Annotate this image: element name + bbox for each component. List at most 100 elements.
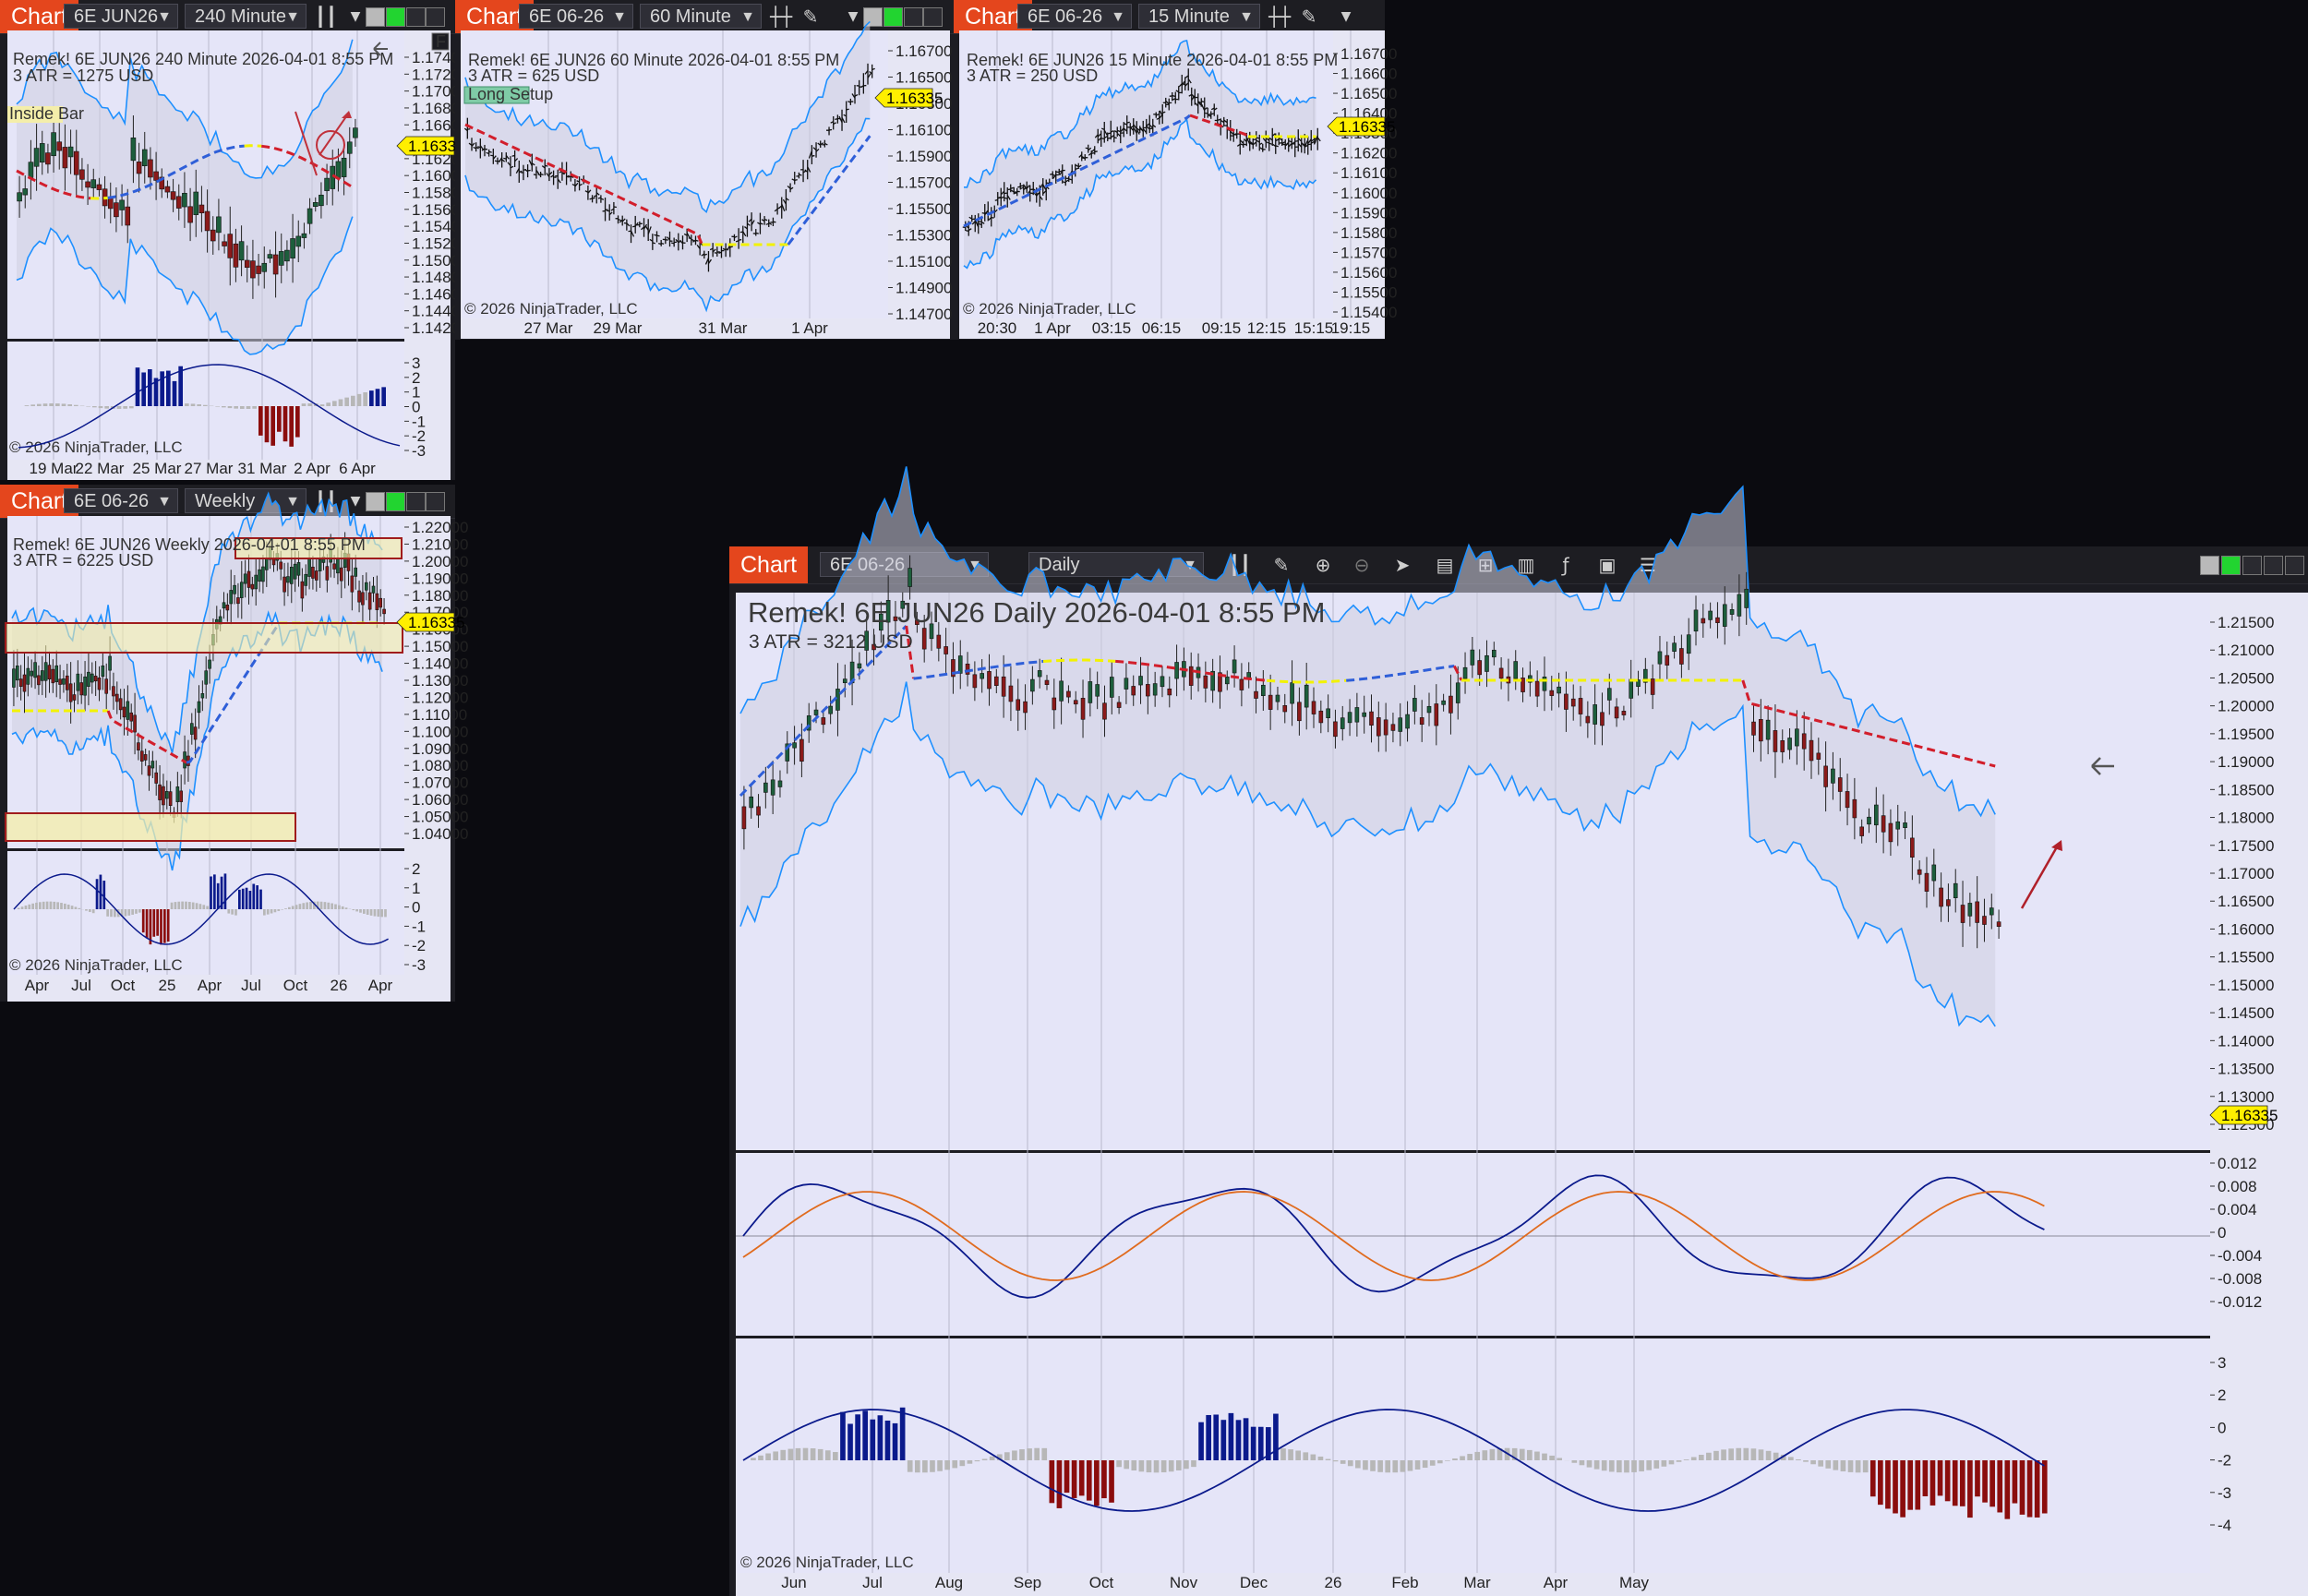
dropdown-arrow-icon[interactable]: ▼ [1340, 9, 1352, 24]
macd-panel[interactable] [736, 1153, 2210, 1336]
oscD-bar [1803, 1460, 1809, 1462]
zoom-in-icon[interactable]: ⊕ [1315, 554, 1331, 576]
drawing-tool-icon[interactable]: ✎ [1301, 6, 1317, 28]
candlestick-style-icon[interactable]: ┃┃ [314, 6, 338, 28]
oscillator-panel[interactable] [7, 342, 404, 460]
link-grey-button[interactable] [2200, 556, 2219, 575]
price-axis[interactable] [404, 516, 451, 975]
strategies-icon[interactable]: ƒ [1562, 554, 1569, 576]
bar15-open [1040, 183, 1044, 189]
oscW-bar [216, 882, 220, 909]
band-upper [739, 466, 1996, 818]
interval-selector[interactable]: 15 Minute ▼ [1138, 4, 1260, 29]
barW-candle [279, 561, 283, 570]
instrument-selector[interactable]: 6E 06-26 ▼ [64, 488, 178, 513]
link-green-button[interactable] [386, 492, 405, 511]
oscD-bar [1019, 1449, 1025, 1460]
y-tick-label: -2 [412, 937, 426, 954]
oscW-bar [127, 909, 131, 916]
maximize-button[interactable] [426, 7, 445, 27]
close-button[interactable] [2285, 556, 2304, 575]
bar60-close [621, 218, 626, 222]
indicators-icon[interactable]: ▥ [1517, 554, 1535, 576]
oscD-bar [817, 1448, 823, 1460]
bar60-open [632, 225, 636, 228]
dropdown-arrow-icon[interactable]: ▼ [847, 9, 859, 24]
oscW-bar [316, 901, 319, 909]
price-axis[interactable] [404, 30, 451, 460]
link-grey-button[interactable] [863, 7, 883, 27]
bar-style-icon[interactable]: ┼┼ [1268, 6, 1292, 28]
dropdown-arrow-icon[interactable]: ▼ [350, 494, 361, 509]
trend-line [464, 123, 703, 246]
interval-selector[interactable]: 60 Minute ▼ [640, 4, 762, 29]
select-pointer-icon[interactable]: ➤ [1394, 554, 1411, 576]
x-tick-label: Sep [1014, 1574, 1041, 1591]
minimize-button[interactable] [406, 492, 426, 511]
maximize-button[interactable] [426, 492, 445, 511]
minimize-button[interactable] [2242, 556, 2262, 575]
time-axis[interactable] [7, 460, 451, 480]
interval-selector[interactable]: Weekly ▼ [185, 488, 307, 513]
price-axis[interactable] [888, 30, 950, 318]
time-axis[interactable] [461, 318, 950, 339]
interval-selector[interactable]: 240 Minute ▼ [185, 4, 307, 29]
y-tick-label: -3 [2218, 1484, 2231, 1502]
oscW-bar [60, 903, 63, 909]
oscD-bar [959, 1460, 966, 1467]
chart-menu-button[interactable]: Chart [729, 546, 809, 583]
link-green-button[interactable] [2221, 556, 2241, 575]
data-box-icon[interactable]: ▤ [1436, 554, 1454, 576]
instrument-selector[interactable]: 6E JUN26 ▼ [64, 4, 178, 29]
oscD-bar [1041, 1447, 1048, 1460]
x-tick-label: 15:15 [1294, 319, 1334, 337]
oscW-bar [188, 902, 191, 909]
bar60-close [738, 238, 742, 241]
barW-candle [18, 678, 23, 687]
barW-candle [357, 590, 361, 603]
oscD-bar [833, 1452, 838, 1460]
osc240-bar [203, 404, 208, 406]
instrument-selector[interactable]: 6E 06-26 ▼ [1017, 4, 1132, 29]
bar240-candle [114, 202, 119, 218]
drawing-tool-icon[interactable]: ✎ [802, 6, 819, 28]
y-tick-label: 1.15500 [2218, 949, 2274, 966]
bar60-open [550, 174, 554, 178]
templates-icon[interactable]: ▣ [1598, 554, 1617, 576]
instrument-selector[interactable]: 6E 06-26 ▼ [519, 4, 633, 29]
oscW-bar [120, 909, 124, 918]
minimize-button[interactable] [904, 7, 923, 27]
dropdown-arrow-icon[interactable]: ▼ [350, 9, 361, 24]
barW-candle [339, 567, 343, 582]
minimize-button[interactable] [406, 7, 426, 27]
barD-candle [1254, 690, 1258, 699]
oscillator-panel[interactable] [7, 851, 404, 975]
maximize-button[interactable] [923, 7, 943, 27]
chevron-down-icon: ▼ [1111, 9, 1125, 25]
link-grey-button[interactable] [366, 7, 385, 27]
link-grey-button[interactable] [366, 492, 385, 511]
oscW-bar [223, 873, 227, 909]
bar60-open [748, 218, 752, 222]
barW-candle [112, 686, 115, 697]
band-lower [963, 118, 1317, 270]
bar15-open [1262, 138, 1267, 142]
bar-style-icon[interactable]: ┼┼ [769, 6, 793, 28]
price-axis[interactable] [2210, 593, 2308, 1573]
time-axis[interactable] [736, 1573, 2308, 1596]
zoom-out-icon[interactable]: ⊖ [1353, 554, 1370, 576]
oscD-bar [1885, 1460, 1891, 1509]
barD-candle [1672, 642, 1677, 652]
barD-candle [1903, 822, 1907, 828]
link-green-button[interactable] [884, 7, 903, 27]
bar240-candle [301, 233, 307, 238]
maximize-button[interactable] [2264, 556, 2283, 575]
time-axis[interactable] [959, 318, 1385, 339]
link-green-button[interactable] [386, 7, 405, 27]
bar240-candle [33, 148, 40, 167]
y-tick-label: 1.15600 [412, 201, 468, 219]
oscillator-panel[interactable] [736, 1338, 2210, 1573]
price-axis[interactable] [1333, 30, 1385, 318]
drawing-tool-icon[interactable]: ✎ [1273, 554, 1290, 576]
time-axis[interactable] [7, 975, 451, 1002]
